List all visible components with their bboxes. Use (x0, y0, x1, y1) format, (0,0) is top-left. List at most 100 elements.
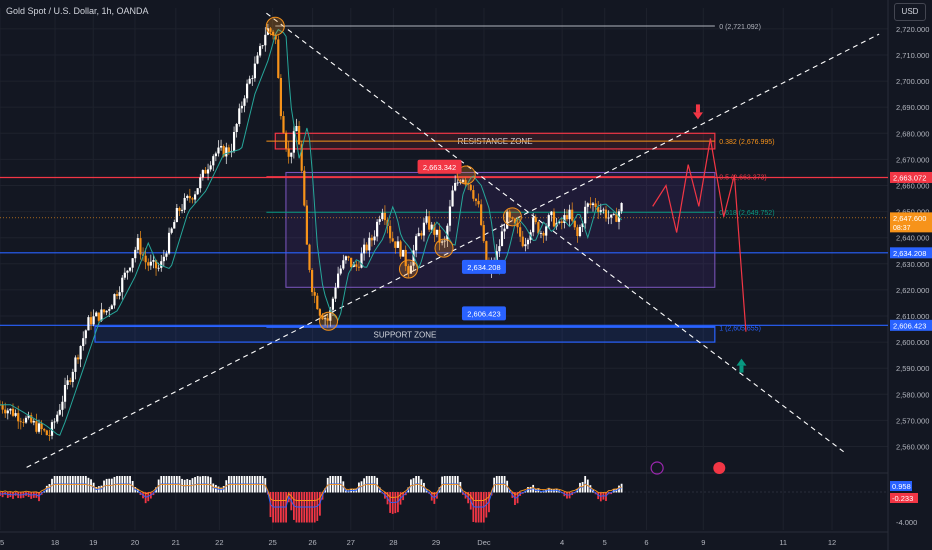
price-callout-text: 2,663.342 (423, 163, 456, 172)
candle-body (271, 31, 275, 36)
y-tick-label: 2,580.000 (896, 390, 929, 399)
y-tick-label: 2,650.000 (896, 208, 929, 217)
candle-body (329, 309, 332, 321)
candle-body (238, 108, 241, 124)
candle-body (121, 277, 124, 293)
candle-body (113, 294, 116, 306)
candle-body (217, 147, 220, 154)
swing-circle (434, 238, 454, 258)
price-badge-text: 2,663.072 (893, 173, 926, 182)
osc-badge (890, 481, 912, 491)
x-tick-label: 6 (644, 538, 648, 547)
price-badge (890, 247, 932, 259)
candle-body (89, 317, 93, 325)
candle-body (183, 197, 186, 210)
y-tick-label: 2,680.000 (896, 129, 929, 138)
candle-body (537, 222, 540, 234)
price-badge-countdown: 08:37 (893, 225, 911, 232)
candle-body (404, 249, 407, 267)
candle-body (264, 34, 267, 46)
candle-body (253, 63, 256, 79)
candle-body (316, 295, 319, 310)
osc-value-label: -0.233 (892, 494, 913, 503)
candle-body (274, 35, 277, 40)
candle-body (204, 170, 207, 174)
candle-body (599, 210, 602, 212)
y-tick-label: 2,610.000 (896, 312, 929, 321)
candle-body (110, 305, 113, 310)
x-tick-label: Dec (477, 538, 491, 547)
candle-body (311, 269, 314, 293)
candle-body (290, 152, 293, 157)
x-tick-label: 4 (560, 538, 564, 547)
candle-body (251, 78, 254, 80)
x-tick-label: 20 (131, 538, 139, 547)
x-tick-label: 11 (779, 538, 787, 547)
candle-body (578, 226, 582, 236)
candle-body (118, 292, 121, 296)
candle-body (214, 153, 217, 157)
candle-body (339, 268, 342, 274)
candle-body (30, 415, 33, 423)
y-tick-label: 2,600.000 (896, 338, 929, 347)
currency-button[interactable]: USD (894, 3, 926, 21)
price-callout (461, 306, 506, 321)
candle-body (206, 169, 210, 174)
osc-tick-label: -4.000 (896, 518, 917, 527)
candle-body (545, 226, 548, 236)
candle-body (383, 212, 387, 221)
candle-body (40, 423, 43, 430)
candle-body (191, 198, 194, 200)
candle-body (162, 256, 165, 262)
y-tick-label: 2,660.000 (896, 181, 929, 190)
candle-body (11, 408, 15, 416)
candle-body (378, 219, 381, 222)
candle-body (563, 215, 566, 223)
y-tick-label: 2,720.000 (896, 25, 929, 34)
flag-icon (713, 462, 726, 474)
candle-body (149, 261, 152, 266)
candle-body (219, 146, 223, 148)
y-tick-label: 2,570.000 (896, 416, 929, 425)
price-badge (890, 171, 932, 183)
candle-body (376, 221, 379, 237)
candle-body (500, 231, 504, 247)
candle-body (443, 240, 446, 242)
candle-body (1, 404, 4, 410)
candle-body (232, 132, 236, 151)
candle-body (32, 421, 35, 423)
swing-circle (398, 259, 418, 279)
candle-body (69, 380, 72, 383)
y-tick-label: 2,560.000 (896, 443, 929, 452)
candle-body (115, 294, 119, 296)
swing-circle (456, 165, 476, 185)
candle-body (144, 255, 147, 263)
signal-line (0, 483, 622, 501)
candle-body (526, 239, 530, 245)
candle-body (105, 310, 108, 313)
candle-body (180, 209, 184, 211)
candle-body (66, 380, 69, 386)
candle-body (326, 318, 329, 321)
y-tick-label: 2,640.000 (896, 234, 929, 243)
candle-body (513, 218, 517, 224)
candle-body (589, 203, 592, 206)
candle-body (474, 198, 478, 201)
candle-body (258, 46, 262, 56)
candle-body (303, 170, 306, 206)
candle-body (74, 357, 77, 372)
candle-body (313, 292, 316, 296)
projection-path (652, 138, 747, 332)
candle-body (420, 233, 423, 236)
candle-body (100, 309, 103, 321)
osc-value-label: 0.958 (892, 482, 911, 491)
candle-body (76, 357, 80, 360)
price-badge-text: 2,634.208 (893, 249, 926, 258)
x-tick-label: 12 (828, 538, 836, 547)
candle-body (430, 224, 433, 230)
candle-body (389, 225, 392, 239)
candle-body (4, 409, 7, 414)
candle-body (269, 28, 272, 32)
candle-body (222, 146, 225, 157)
